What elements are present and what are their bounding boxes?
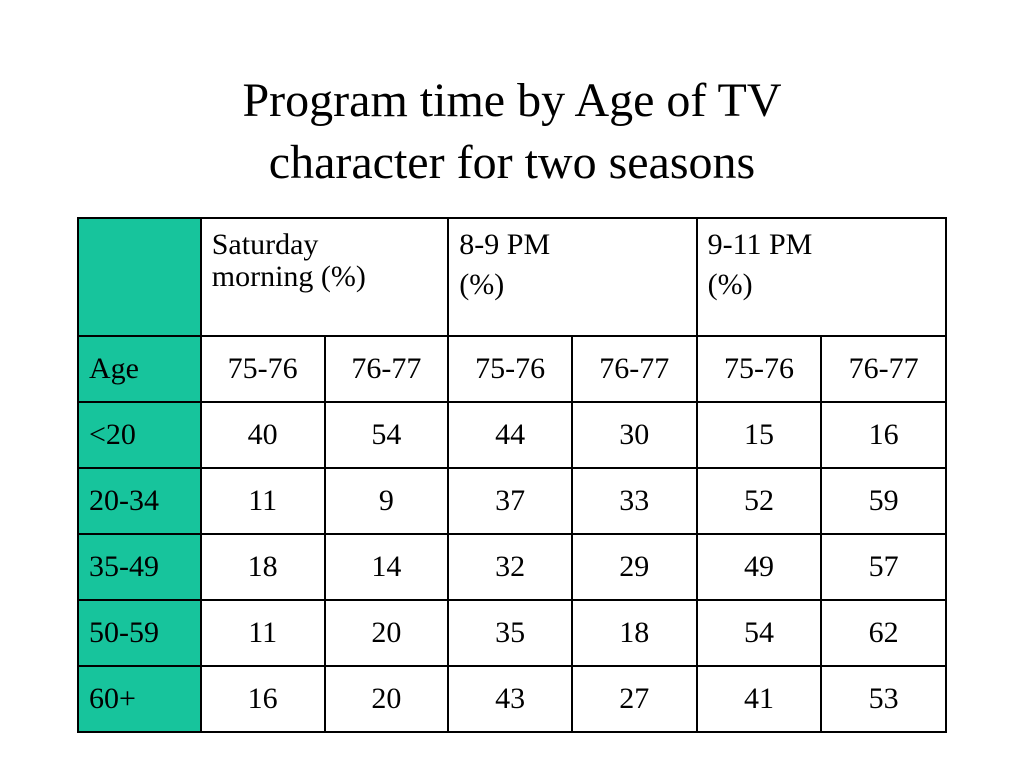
- table-row: <20 40 54 44 30 15 16: [77, 401, 947, 469]
- value-cell: 49: [695, 533, 823, 601]
- value-cell: 11: [199, 467, 326, 535]
- title-line-2: character for two seasons: [268, 136, 756, 189]
- value-cell: 54: [695, 599, 823, 667]
- season-cell: 76-77: [820, 335, 947, 403]
- group-header-line-2: morning (%): [211, 260, 366, 293]
- value-cell: 11: [199, 599, 326, 667]
- value-cell: 30: [570, 401, 698, 469]
- value-cell: 57: [820, 533, 947, 601]
- age-header-cell: Age: [77, 335, 202, 403]
- value-cell: 53: [820, 665, 947, 733]
- age-group-cell: 50-59: [77, 599, 202, 667]
- value-cell: 59: [820, 467, 947, 535]
- season-cell: 75-76: [695, 335, 823, 403]
- slide-title: Program time by Age of TV character for …: [0, 70, 1024, 194]
- table-row: 20-34 11 9 37 33 52 59: [77, 467, 947, 535]
- group-header-line-1: 9-11 PM: [707, 228, 813, 261]
- value-cell: 35: [447, 599, 573, 667]
- group-header-line-1: 8-9 PM: [459, 228, 551, 261]
- group-header-line-1: Saturday: [211, 228, 319, 261]
- value-cell: 52: [695, 467, 823, 535]
- value-cell: 29: [570, 533, 698, 601]
- group-header-8-9pm: 8-9 PM (%): [447, 217, 698, 337]
- value-cell: 9: [323, 467, 450, 535]
- age-group-cell: 20-34: [77, 467, 202, 535]
- season-cell: 76-77: [570, 335, 698, 403]
- table-row: 60+ 16 20 43 27 41 53: [77, 665, 947, 733]
- season-row: Age 75-76 76-77 75-76 76-77 75-76 76-77: [77, 335, 947, 403]
- value-cell: 16: [199, 665, 326, 733]
- value-cell: 18: [199, 533, 326, 601]
- value-cell: 40: [199, 401, 326, 469]
- age-group-cell: 35-49: [77, 533, 202, 601]
- table-row: 35-49 18 14 32 29 49 57: [77, 533, 947, 601]
- value-cell: 54: [323, 401, 450, 469]
- age-program-time-table: Saturday morning (%) 8-9 PM (%) 9-11 PM …: [77, 217, 948, 733]
- value-cell: 44: [447, 401, 573, 469]
- group-header-line-2: (%): [707, 268, 753, 301]
- age-group-cell: <20: [77, 401, 202, 469]
- season-cell: 76-77: [323, 335, 450, 403]
- value-cell: 18: [570, 599, 698, 667]
- value-cell: 15: [695, 401, 823, 469]
- value-cell: 20: [323, 665, 450, 733]
- value-cell: 41: [695, 665, 823, 733]
- header-row: Saturday morning (%) 8-9 PM (%) 9-11 PM …: [77, 217, 948, 337]
- title-line-1: Program time by Age of TV: [242, 74, 782, 127]
- value-cell: 16: [820, 401, 947, 469]
- season-cell: 75-76: [199, 335, 326, 403]
- value-cell: 43: [447, 665, 573, 733]
- group-header-saturday: Saturday morning (%): [199, 217, 450, 337]
- age-group-cell: 60+: [77, 665, 202, 733]
- table-row: 50-59 11 20 35 18 54 62: [77, 599, 947, 667]
- value-cell: 37: [447, 467, 573, 535]
- value-cell: 27: [570, 665, 698, 733]
- value-cell: 20: [323, 599, 450, 667]
- value-cell: 14: [323, 533, 450, 601]
- corner-cell: [77, 217, 202, 337]
- value-cell: 62: [820, 599, 947, 667]
- season-cell: 75-76: [447, 335, 573, 403]
- value-cell: 33: [570, 467, 698, 535]
- value-cell: 32: [447, 533, 573, 601]
- group-header-9-11pm: 9-11 PM (%): [695, 217, 948, 337]
- group-header-line-2: (%): [459, 268, 505, 301]
